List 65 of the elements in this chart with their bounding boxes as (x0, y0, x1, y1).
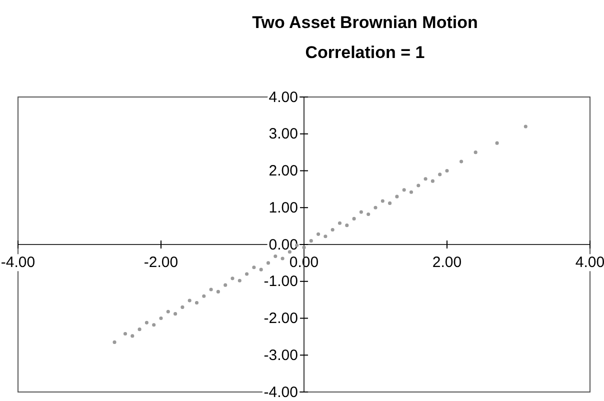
x-tick-label: 4.00 (575, 254, 604, 272)
point (144, 320, 148, 324)
point (216, 290, 220, 294)
point (130, 334, 134, 338)
point (309, 239, 313, 243)
x-tick-label: 2.00 (432, 254, 462, 272)
point (402, 188, 406, 192)
y-tick-label: -2.00 (264, 310, 298, 328)
point (266, 261, 270, 265)
y-tick-label: -1.00 (264, 273, 298, 290)
point (224, 283, 228, 287)
y-tick-label: 1.00 (268, 199, 298, 216)
point (359, 210, 363, 214)
point (438, 172, 442, 176)
point (324, 234, 328, 238)
point (138, 328, 142, 332)
point (188, 298, 192, 302)
point (524, 124, 528, 128)
point (302, 246, 306, 250)
point (416, 184, 420, 188)
point (424, 177, 428, 181)
point (330, 228, 334, 232)
x-tick-label: -4.00 (0, 254, 36, 272)
point (194, 300, 199, 305)
point (230, 276, 234, 280)
point (338, 221, 342, 225)
y-tick-label: 0.00 (268, 236, 298, 254)
point (495, 141, 499, 145)
point (202, 294, 206, 298)
point (366, 212, 370, 216)
point (430, 179, 434, 183)
point (159, 316, 163, 320)
y-tick-label: -3.00 (264, 346, 298, 364)
point (288, 250, 292, 254)
point (166, 310, 170, 314)
chart-subtitle: Correlation = 1 (305, 43, 425, 62)
point (409, 190, 414, 194)
point (445, 168, 449, 173)
point (174, 312, 178, 316)
y-tick-label: -4.00 (264, 384, 298, 401)
chart-title: Two Asset Brownian Motion (252, 13, 478, 32)
point (316, 232, 320, 236)
y-tick-label: 4.00 (268, 88, 298, 106)
point (209, 288, 213, 292)
point (245, 272, 249, 276)
point (374, 206, 378, 210)
point (460, 160, 464, 164)
y-tick-label: 2.00 (268, 162, 298, 180)
y-tick-label: 3.00 (268, 126, 298, 143)
point (259, 268, 263, 272)
point (252, 266, 256, 270)
point (345, 224, 349, 228)
point (123, 332, 128, 336)
point (474, 150, 478, 154)
point (112, 340, 116, 344)
point (274, 254, 278, 258)
point (280, 256, 284, 260)
point (388, 201, 392, 205)
point (380, 199, 384, 203)
point (238, 278, 242, 282)
point (152, 323, 156, 327)
point (352, 216, 356, 220)
point (180, 305, 184, 309)
x-tick-label: -2.00 (144, 254, 178, 272)
point (395, 194, 399, 198)
